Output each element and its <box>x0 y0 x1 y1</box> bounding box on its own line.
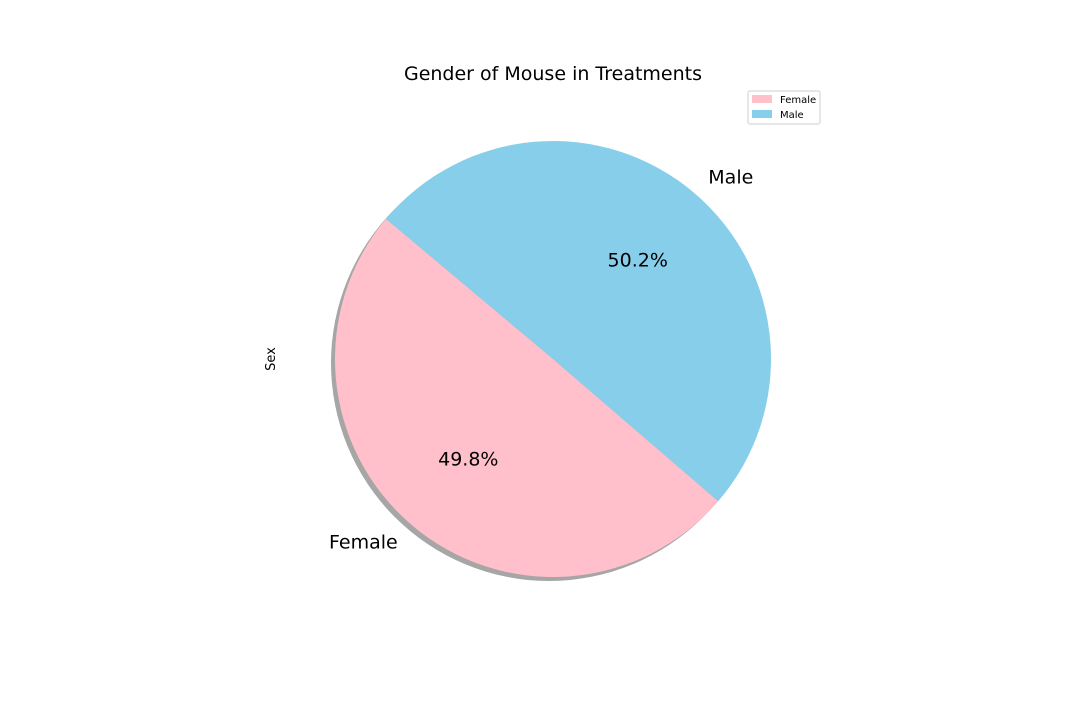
percent-label-female: 49.8% <box>438 449 498 471</box>
pie-slices <box>335 140 772 577</box>
slice-label-female: Female <box>329 532 398 554</box>
pie-labels: Female 49.8% Male 50.2% <box>329 166 753 553</box>
percent-label-male: 50.2% <box>608 249 668 271</box>
legend-label-male: Male <box>780 110 804 121</box>
legend-swatch-female <box>752 95 772 103</box>
legend-swatch-male <box>752 110 772 118</box>
chart-title: Gender of Mouse in Treatments <box>404 63 702 85</box>
slice-label-male: Male <box>708 166 753 188</box>
pie-slice-male <box>386 140 772 502</box>
legend: Female Male <box>747 90 821 125</box>
pie-slice-female <box>335 218 719 577</box>
legend-label-female: Female <box>780 95 816 106</box>
y-axis-label: Sex <box>264 347 279 371</box>
